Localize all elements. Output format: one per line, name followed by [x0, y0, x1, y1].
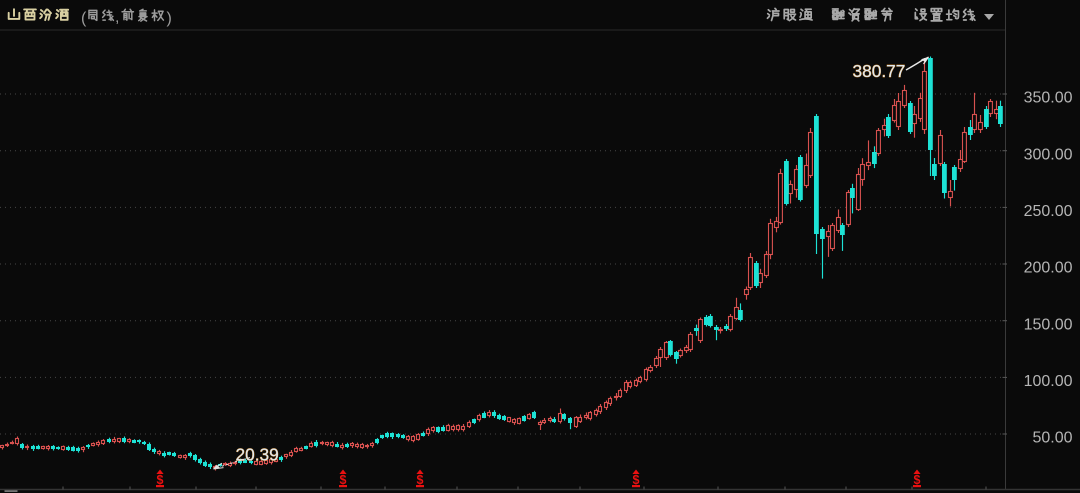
- svg-text:200.00: 200.00: [1024, 260, 1073, 277]
- svg-text:380.77: 380.77: [853, 61, 906, 81]
- svg-text:$: $: [157, 473, 164, 487]
- svg-text:20.39: 20.39: [236, 445, 279, 465]
- svg-text:150.00: 150.00: [1024, 316, 1073, 333]
- svg-text:350.00: 350.00: [1024, 90, 1073, 107]
- svg-text:$: $: [340, 473, 347, 487]
- svg-text:300.00: 300.00: [1024, 146, 1073, 163]
- svg-text:,: ,: [115, 9, 119, 26]
- svg-text:100.00: 100.00: [1024, 373, 1073, 390]
- svg-text:250.00: 250.00: [1024, 203, 1073, 220]
- svg-text:): ): [167, 10, 172, 27]
- svg-text:$: $: [914, 473, 921, 487]
- svg-text:(: (: [81, 10, 87, 27]
- svg-text:$: $: [417, 473, 424, 487]
- svg-text:$: $: [633, 473, 640, 487]
- svg-text:50.00: 50.00: [1032, 430, 1072, 447]
